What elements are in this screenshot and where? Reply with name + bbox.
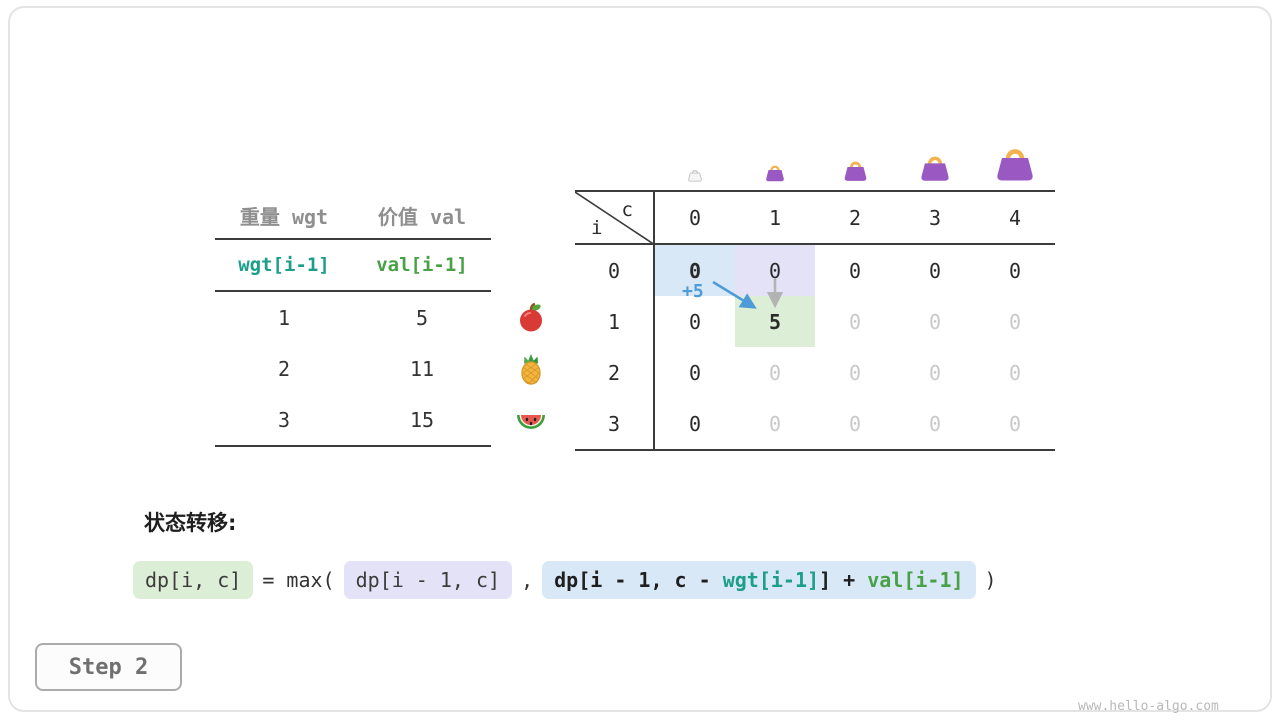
row-header: 3	[575, 398, 655, 449]
item-weight-header: 重量 wgt	[239, 204, 329, 229]
blue-transfer-arrow-icon	[712, 280, 757, 309]
col-header: 4	[975, 192, 1055, 245]
item-table: 重量 wgt 价值 val wgt[i-1] val[i-1] 1 5 2 11…	[215, 192, 491, 447]
formula-opt2-val: val[i-1]	[867, 568, 964, 592]
bag-size-2-icon	[815, 128, 895, 182]
capacity-bags	[655, 128, 1055, 182]
formula-opt2-chip: dp[i - 1, c - wgt[i-1]] + val[i-1]	[542, 561, 976, 599]
col-header: 2	[815, 192, 895, 245]
dp-cell: 0	[688, 309, 702, 334]
dp-table: c i 0 1 2 3 4 0 0 0 0 0 0 1 0 5 0 0 0 2 …	[575, 190, 1055, 451]
formula-opt1-chip: dp[i - 1, c]	[343, 561, 513, 599]
dp-cell: 0	[688, 411, 702, 436]
bag-size-3-icon	[895, 128, 975, 182]
formula-opt2-prefix: dp[i - 1, c -	[554, 568, 723, 592]
watermelon-icon	[515, 404, 547, 436]
dp-cell: 0	[1008, 258, 1022, 283]
row-header: 2	[575, 347, 655, 398]
item-value-value: 5	[415, 305, 429, 330]
col-axis-label: c	[621, 199, 633, 221]
item-weight-value: 2	[277, 356, 291, 381]
step-label: Step 2	[68, 654, 149, 680]
dp-cell: 0	[848, 309, 862, 334]
formula-opt2-wgt: wgt[i-1]	[722, 568, 820, 592]
dp-cell: 0	[1008, 360, 1022, 385]
dp-cell: 0	[1008, 411, 1022, 436]
item-index-row: wgt[i-1] val[i-1]	[215, 240, 491, 292]
dp-cell: 0	[848, 360, 862, 385]
item-row: 3 15	[215, 394, 491, 445]
bag-empty-icon	[655, 128, 735, 182]
watermark: www.hello-algo.com	[1078, 699, 1219, 714]
bag-size-4-icon	[975, 128, 1055, 182]
item-row: 1 5	[215, 292, 491, 343]
dp-cell: 0	[928, 258, 942, 283]
dp-cell: 0	[768, 411, 782, 436]
transition-formula: dp[i, c] = max( dp[i - 1, c] , dp[i - 1,…	[133, 561, 997, 599]
dp-cell: 0	[688, 360, 702, 385]
item-wgt-index: wgt[i-1]	[238, 254, 330, 276]
formula-eq: = max(	[262, 568, 335, 592]
apple-icon	[515, 301, 547, 333]
transition-arrows	[712, 278, 784, 309]
formula-close: )	[984, 568, 997, 592]
bag-size-1-icon	[735, 128, 815, 182]
corner-diagonal	[575, 192, 655, 245]
item-value-value: 15	[409, 407, 435, 432]
dp-cell: 0	[928, 309, 942, 334]
corner-cell: c i	[575, 192, 655, 245]
col-header: 0	[655, 192, 735, 245]
item-row: 2 11	[215, 343, 491, 394]
item-weight-value: 3	[277, 407, 291, 432]
row-axis-label: i	[591, 217, 603, 239]
step-badge: Step 2	[35, 643, 182, 691]
dp-cell: 0	[928, 411, 942, 436]
item-value-value: 11	[409, 356, 435, 381]
col-header: 3	[895, 192, 975, 245]
item-val-index: val[i-1]	[376, 254, 468, 276]
formula-comma: ,	[521, 568, 534, 592]
formula-lhs-chip: dp[i, c]	[133, 561, 254, 599]
row-header: 1	[575, 296, 655, 347]
pineapple-icon	[515, 353, 547, 385]
col-header: 1	[735, 192, 815, 245]
formula-opt2-mid: ] +	[819, 568, 868, 592]
dp-cell: 0	[928, 360, 942, 385]
dp-cell: 0	[848, 411, 862, 436]
item-value-header: 价值 val	[377, 204, 467, 229]
dp-cell: 0	[848, 258, 862, 283]
transition-annotation: +5	[682, 281, 704, 302]
row-header: 0	[575, 245, 655, 296]
dp-cell: 0	[1008, 309, 1022, 334]
item-table-header-row: 重量 wgt 价值 val	[215, 192, 491, 240]
dp-cell: 0	[768, 360, 782, 385]
item-weight-value: 1	[277, 305, 291, 330]
transition-label: 状态转移:	[144, 511, 237, 535]
